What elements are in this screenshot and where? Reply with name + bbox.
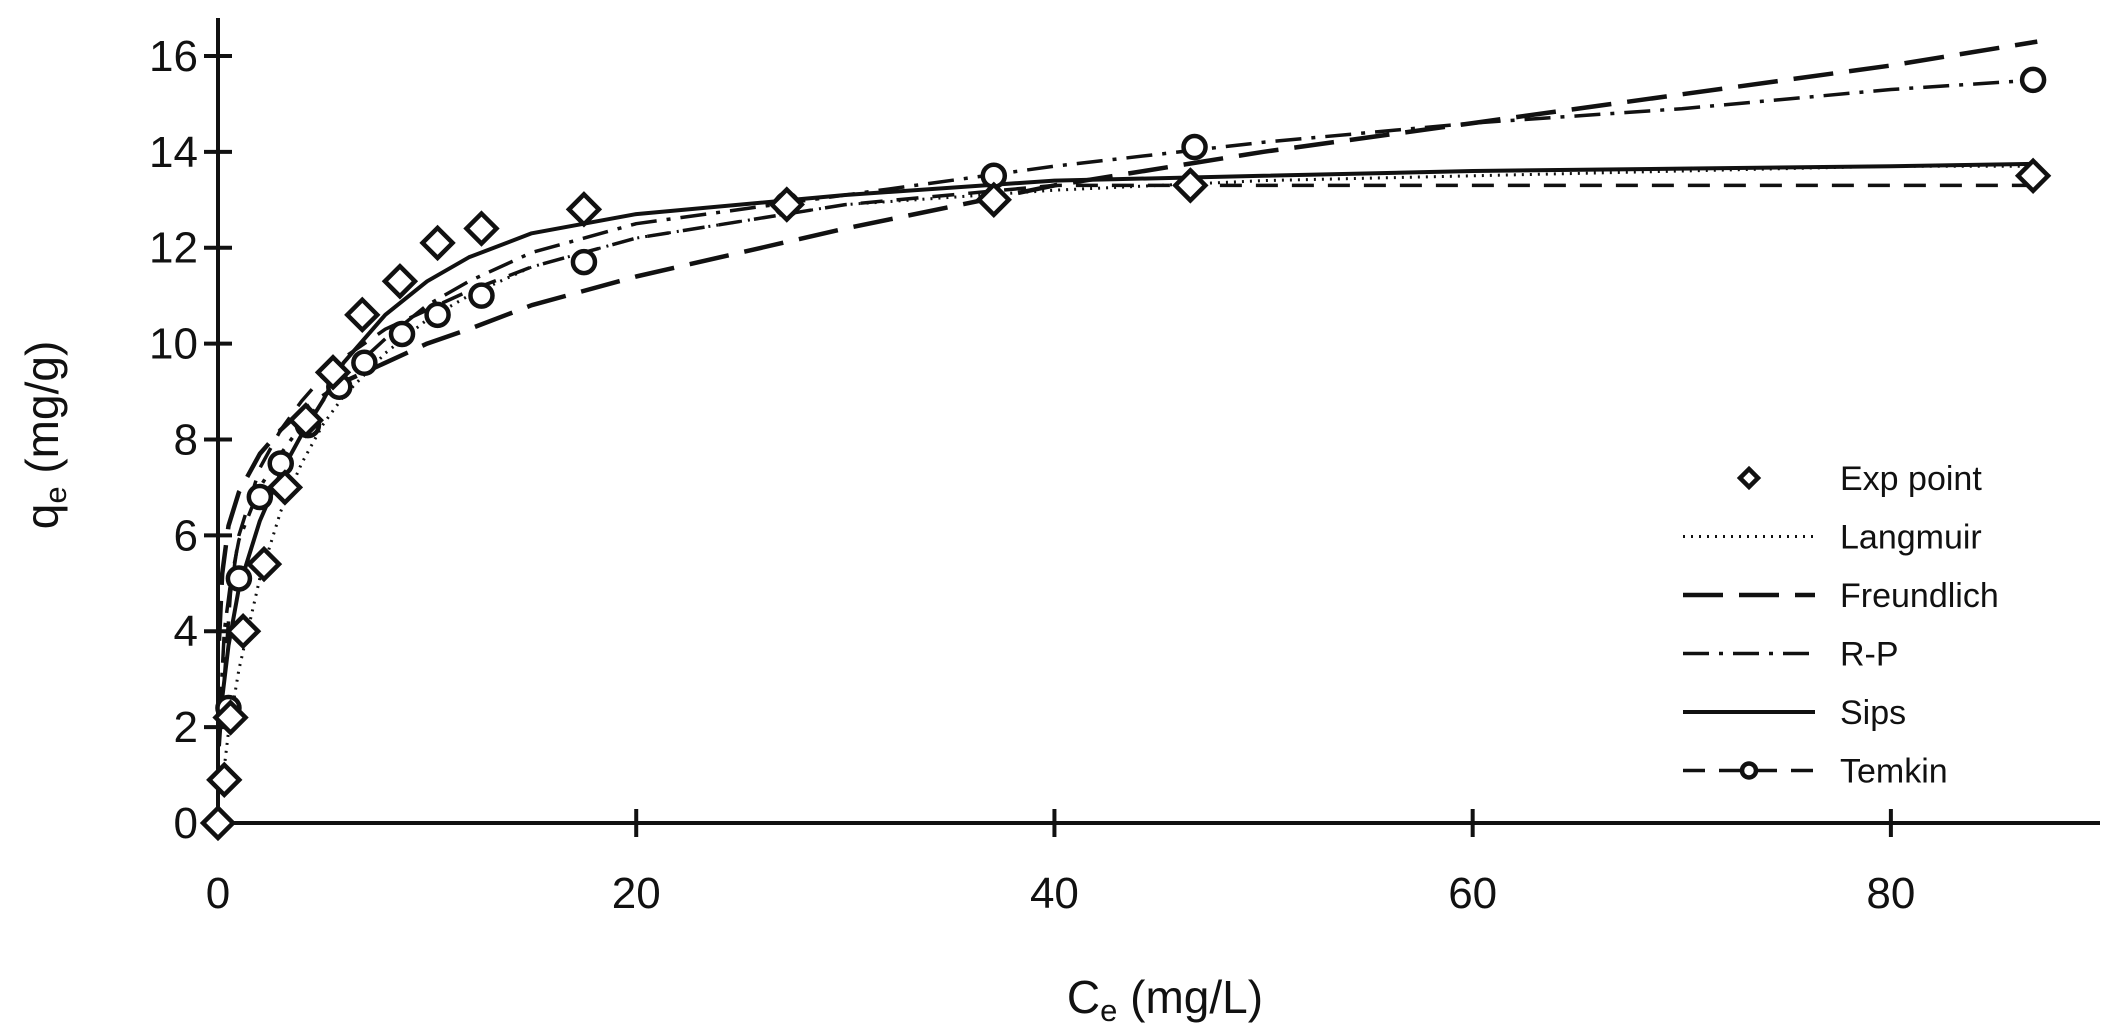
exp-point	[287, 402, 325, 439]
x-tick-label: 0	[206, 869, 230, 918]
temkin-point	[2019, 66, 2047, 94]
y-tick-label: 14	[149, 128, 198, 177]
x-axis-title: Ce (mg/L)	[1067, 971, 1263, 1028]
exp-point	[419, 224, 456, 262]
exp-point	[212, 699, 249, 736]
temkin-point	[267, 450, 294, 477]
y-tick-label: 6	[174, 511, 198, 560]
legend-label: Langmuir	[1840, 519, 1982, 557]
y-tick-label: 4	[174, 607, 198, 656]
y-tick-label: 12	[149, 224, 198, 273]
legend-item-langmuir: Langmuir	[1683, 519, 1982, 557]
legend-label: Sips	[1840, 694, 1906, 732]
y-tick-label: 8	[174, 415, 198, 464]
series-line-temkin	[222, 183, 2038, 680]
axes	[216, 18, 2100, 825]
exp-point	[1172, 167, 1209, 204]
legend-label: Temkin	[1840, 753, 1948, 791]
exp-point	[314, 354, 352, 391]
y-axis-title: qe (mg/g)	[16, 341, 73, 530]
temkin-point	[468, 282, 495, 309]
exp-point	[2014, 157, 2052, 194]
x-tick-label: 80	[1866, 869, 1915, 918]
exp-point	[199, 804, 237, 842]
exp-point	[975, 181, 1012, 218]
temkin-point	[424, 301, 451, 329]
legend-label: R-P	[1840, 636, 1899, 674]
legend-item-freundlich: Freundlich	[1683, 577, 1999, 615]
exp-point	[224, 613, 262, 650]
legend: Exp point Langmuir Freundlich R-P Sips Temkin	[1683, 460, 1999, 791]
y-tick-label: 2	[174, 703, 198, 752]
temkin-point	[570, 248, 598, 276]
legend-marker-circle	[1739, 761, 1759, 780]
exp-point	[768, 186, 805, 223]
y-tick-label: 0	[174, 799, 198, 848]
legend-item-temkin: Temkin	[1683, 753, 1948, 791]
legend-item-exp-point: Exp point	[1736, 460, 1982, 498]
exp-point	[245, 545, 283, 583]
x-tick-label: 20	[612, 869, 661, 918]
exp-point	[565, 191, 603, 228]
exp-point	[344, 296, 381, 334]
y-tick-label: 16	[149, 32, 198, 81]
legend-item-sips: Sips	[1683, 694, 1906, 732]
y-tick-label: 10	[149, 320, 198, 369]
exp-point	[266, 469, 304, 506]
temkin-point	[388, 320, 416, 348]
legend-marker-diamond	[1736, 465, 1762, 491]
temkin-point	[1181, 133, 1208, 161]
data-markers	[199, 66, 2052, 842]
ticks: 0 20 40 60 80 0 2 4 6 8 10 12 14 16	[149, 32, 1915, 918]
exp-point	[206, 761, 243, 799]
legend-item-r-p: R-P	[1683, 636, 1899, 674]
series-line-freundlich	[216, 39, 2038, 641]
x-tick-label: 40	[1030, 869, 1079, 918]
series-line-sips	[217, 161, 2038, 747]
series-line-langmuir	[220, 164, 2038, 785]
temkin-point	[225, 565, 253, 592]
temkin-point	[246, 483, 274, 511]
legend-label: Exp point	[1840, 460, 1982, 498]
temkin-point	[351, 349, 378, 377]
exp-point	[381, 263, 419, 300]
model-curves	[216, 39, 2038, 785]
legend-label: Freundlich	[1840, 577, 1999, 615]
exp-point	[463, 210, 500, 247]
x-tick-label: 60	[1448, 869, 1497, 918]
